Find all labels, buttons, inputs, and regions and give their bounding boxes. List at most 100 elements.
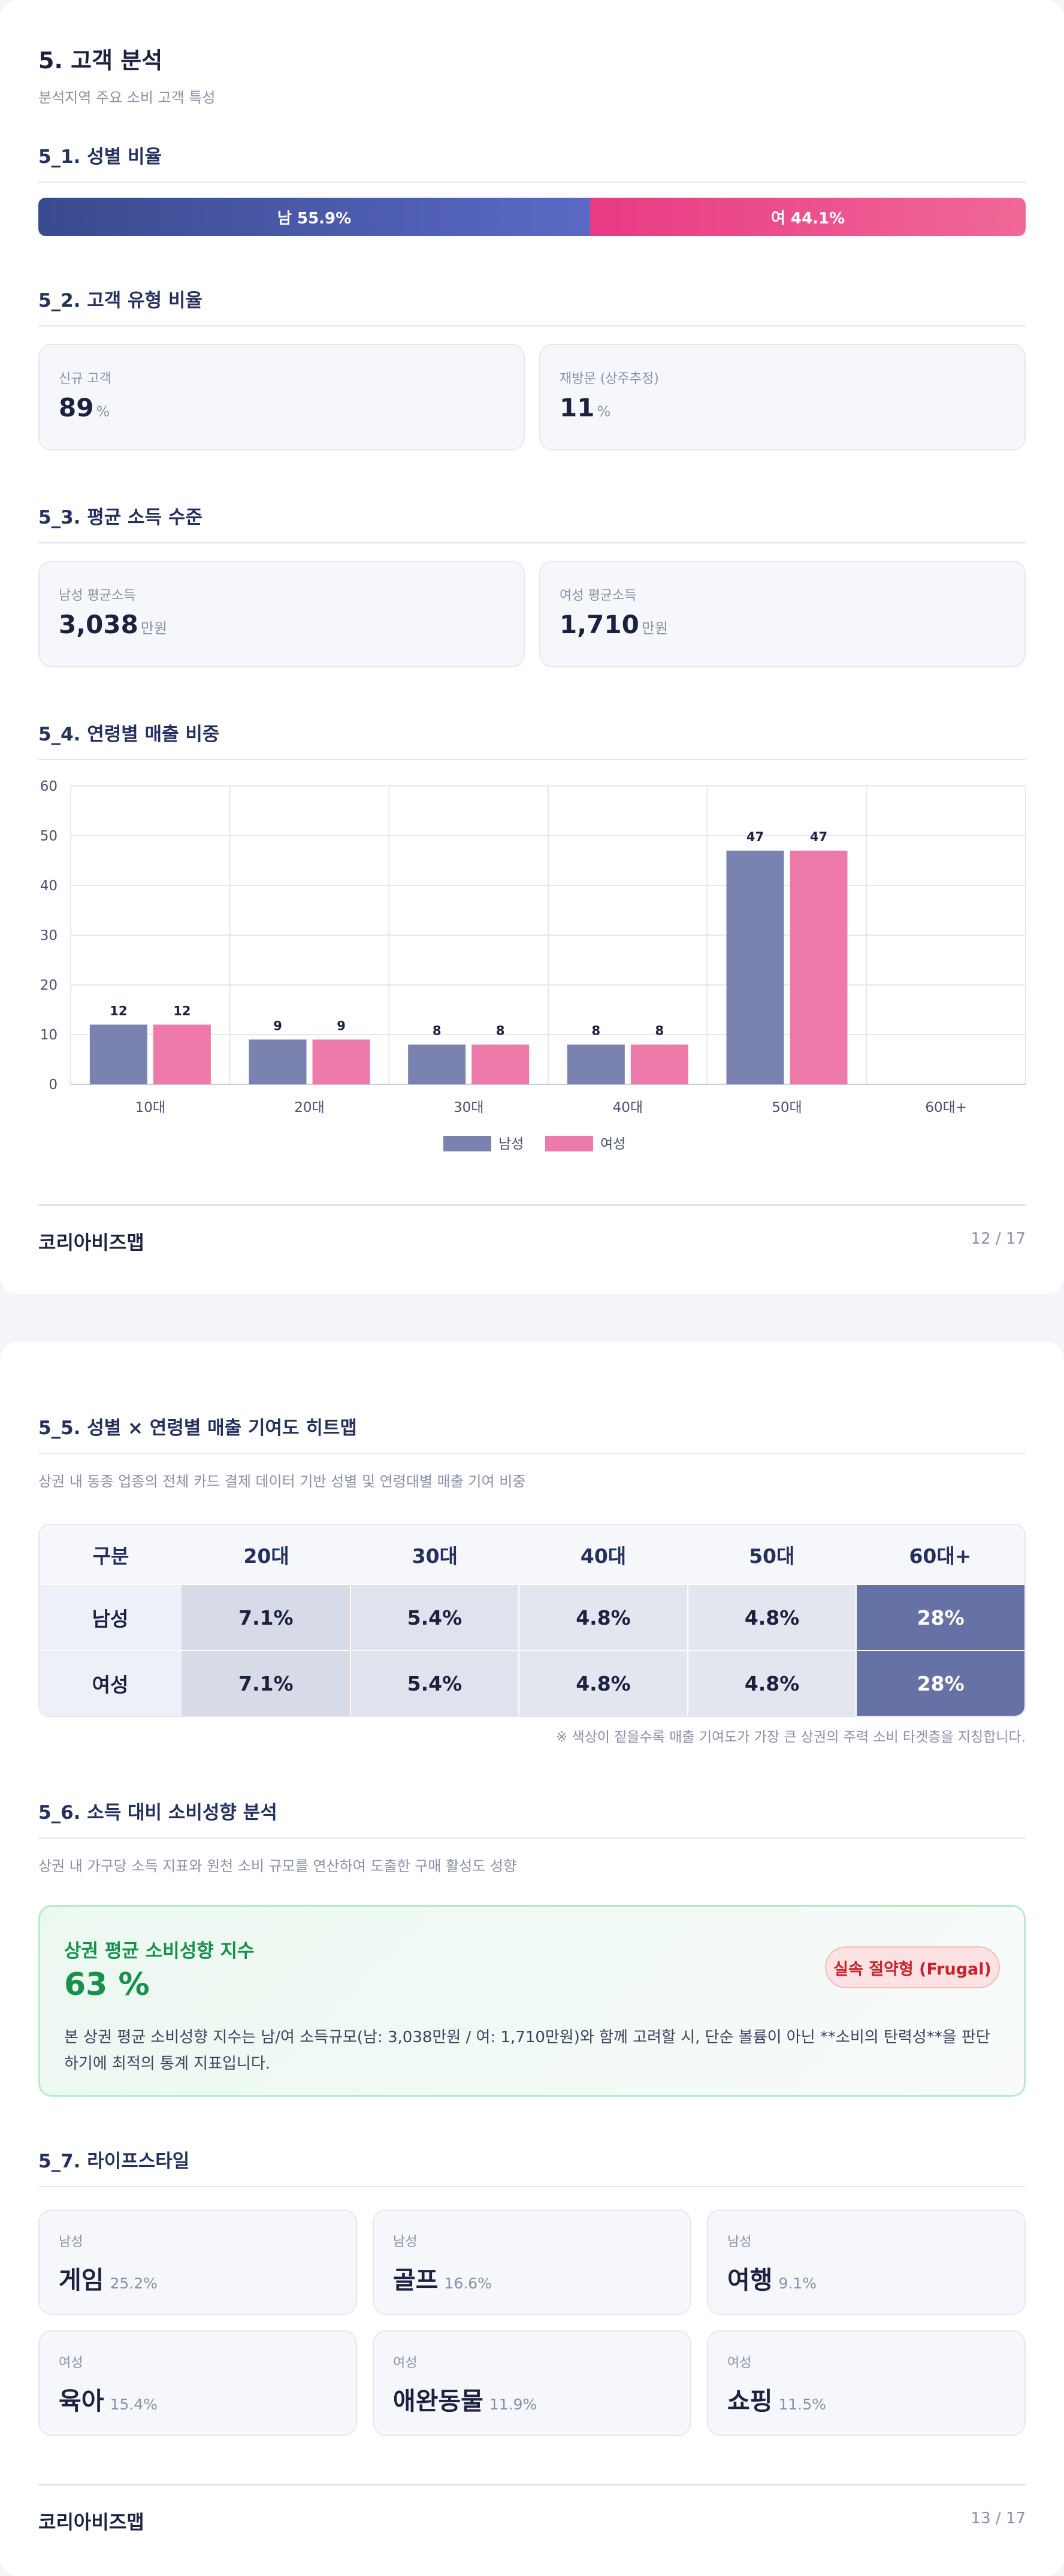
heatmap-cell: 7.1% (182, 1585, 351, 1650)
y-tick-label: 40 (40, 878, 58, 894)
bar-male (726, 850, 784, 1084)
report-page-12: 5. 고객 분석 분석지역 주요 소비 고객 특성 5_1. 성별 비율 남 5… (0, 0, 1064, 1294)
lifestyle-card: 남성 여행 9.1% (707, 2209, 1026, 2315)
new-customer-label: 신규 고객 (59, 371, 111, 386)
heatmap-header-cell: 20대 (243, 1544, 289, 1568)
heatmap-description: 상권 내 동종 업종의 전체 카드 결제 데이터 기반 성별 및 연령대별 매출… (38, 1473, 526, 1490)
consumption-type-badge: 실속 절약형 (Frugal) (825, 1946, 1000, 1988)
heatmap-table: 구분 20대 30대 40대 50대 60대+ 남성 7.1% 5.4% 4.8… (38, 1524, 1026, 1717)
y-tick-label: 0 (49, 1077, 58, 1093)
footer-brand: 코리아비즈맵 (38, 1231, 144, 1254)
gender-ratio-heading-wrap: 5_1. 성별 비율 (38, 141, 1026, 183)
gender-bar-female: 여 44.1% (590, 198, 1026, 236)
bar-value-label: 12 (173, 1003, 191, 1018)
legend-swatch (443, 1136, 491, 1151)
male-income-value: 3,038 만원 (59, 610, 168, 639)
heatmap-row-label: 여성 (40, 1651, 182, 1716)
x-tick-label: 50대 (772, 1100, 802, 1115)
lifestyle-name: 여행 (727, 2266, 773, 2294)
page-footer: 코리아비즈맵 12 / 17 (38, 1204, 1026, 1254)
bar-female (630, 1044, 688, 1084)
bar-value-label: 8 (496, 1024, 505, 1038)
lifestyle-gender: 남성 (393, 2235, 418, 2250)
heatmap-cell: 28% (857, 1651, 1024, 1716)
returning-customer-value: 11% (560, 393, 611, 422)
heatmap-cell: 4.8% (688, 1585, 857, 1650)
bar-value-label: 12 (110, 1003, 127, 1018)
lifestyle-card: 여성 애완동물 11.9% (373, 2330, 691, 2436)
bar-male (89, 1024, 147, 1084)
bar-female (471, 1044, 530, 1084)
report-page-13: 5_5. 성별 × 연령별 매출 기여도 히트맵 상권 내 동종 업종의 전체 … (0, 1342, 1064, 2576)
heatmap-row-female: 여성 7.1% 5.4% 4.8% 4.8% 28% (40, 1650, 1024, 1716)
x-tick-label: 40대 (613, 1100, 643, 1115)
lifestyle-card: 남성 게임 25.2% (38, 2209, 357, 2315)
lifestyle-name: 쇼핑 (727, 2387, 773, 2415)
age-sales-bar-chart: 0 10 20 30 40 50 60 10대 12 12 20대 9 9 30대 8 8 40대 8 8 50대 47… (40, 779, 1026, 1152)
lifestyle-gender: 여성 (727, 2356, 752, 2371)
y-tick-label: 60 (40, 779, 58, 794)
heatmap-row-male: 남성 7.1% 5.4% 4.8% 4.8% 28% (40, 1584, 1024, 1650)
consumption-box-title: 상권 평균 소비성향 지수 (64, 1940, 255, 1962)
bar-value-label: 8 (655, 1024, 664, 1038)
lifestyle-percent: 11.9% (489, 2396, 537, 2413)
legend-swatch (545, 1136, 593, 1151)
lifestyle-percent: 9.1% (778, 2275, 817, 2292)
lifestyle-card: 남성 골프 16.6% (373, 2209, 691, 2315)
heatmap-header-cell: 40대 (580, 1544, 627, 1568)
female-income-card: 여성 평균소득 1,710 만원 (539, 561, 1026, 667)
heatmap-cell: 4.8% (688, 1651, 857, 1716)
bar-female (790, 850, 848, 1084)
customer-type-heading-wrap: 5_2. 고객 유형 비율 (38, 285, 1026, 326)
male-income-card: 남성 평균소득 3,038 만원 (38, 561, 525, 667)
x-tick-label: 60대+ (925, 1100, 967, 1115)
heatmap-cell: 4.8% (519, 1585, 688, 1650)
lifestyle-heading: 5_7. 라이프스타일 (38, 2146, 1026, 2187)
y-tick-label: 30 (40, 928, 58, 944)
page-subtitle: 분석지역 주요 소비 고객 특성 (38, 89, 216, 106)
income-heading: 5_3. 평균 소득 수준 (38, 502, 1026, 543)
footer-page-number: 12 / 17 (971, 1230, 1026, 1248)
heatmap-header-cell: 30대 (412, 1544, 458, 1568)
footer-brand: 코리아비즈맵 (38, 2511, 144, 2533)
bar-value-label: 9 (273, 1018, 282, 1033)
gender-ratio-bar: 남 55.9% 여 44.1% (38, 198, 1026, 236)
female-income-value: 1,710 만원 (560, 610, 669, 639)
bar-value-label: 8 (592, 1024, 601, 1038)
bar-male (249, 1039, 307, 1084)
lifestyle-gender: 여성 (393, 2356, 418, 2371)
heatmap-cell: 4.8% (519, 1651, 688, 1716)
x-tick-label: 30대 (454, 1100, 483, 1115)
heatmap-heading: 5_5. 성별 × 연령별 매출 기여도 히트맵 (38, 1413, 1026, 1454)
bar-value-label: 47 (810, 830, 827, 844)
heatmap-cell: 28% (857, 1585, 1024, 1650)
lifestyle-name: 골프 (393, 2266, 439, 2294)
new-customer-card: 신규 고객 89% (38, 344, 525, 451)
heatmap-heading-wrap: 5_5. 성별 × 연령별 매출 기여도 히트맵 상권 내 동종 업종의 전체 … (38, 1413, 1026, 1490)
lifestyle-name: 게임 (59, 2266, 104, 2294)
lifestyle-card: 여성 쇼핑 11.5% (707, 2330, 1026, 2436)
lifestyle-percent: 16.6% (444, 2275, 492, 2292)
lifestyle-name: 애완동물 (393, 2387, 483, 2415)
customer-type-heading: 5_2. 고객 유형 비율 (38, 285, 1026, 326)
female-income-label: 여성 평균소득 (560, 588, 637, 603)
returning-customer-card: 재방문 (상주추정) 11% (539, 344, 1026, 451)
section-header: 5. 고객 분석 분석지역 주요 소비 고객 특성 (38, 42, 1026, 107)
bar-value-label: 8 (433, 1024, 442, 1038)
bar-male (408, 1044, 466, 1084)
heatmap-row-label: 남성 (40, 1585, 182, 1650)
legend-label: 여성 (600, 1136, 625, 1152)
lifestyle-percent: 15.4% (110, 2396, 158, 2413)
lifestyle-gender: 남성 (727, 2235, 752, 2250)
lifestyle-percent: 25.2% (110, 2275, 158, 2292)
lifestyle-card: 여성 육아 15.4% (38, 2330, 357, 2436)
y-tick-label: 50 (40, 829, 58, 844)
bar-value-label: 47 (746, 830, 764, 844)
lifestyle-gender: 여성 (59, 2356, 83, 2371)
consumption-heading-wrap: 5_6. 소득 대비 소비성향 분석 상권 내 가구당 소득 지표와 원천 소비… (38, 1797, 1026, 1875)
page-footer: 코리아비즈맵 13 / 17 (38, 2484, 1026, 2533)
lifestyle-heading-wrap: 5_7. 라이프스타일 (38, 2146, 1026, 2187)
heatmap-header-row: 구분 20대 30대 40대 50대 60대+ (40, 1525, 1024, 1584)
returning-customer-label: 재방문 (상주추정) (560, 371, 659, 386)
lifestyle-gender: 남성 (59, 2235, 83, 2250)
